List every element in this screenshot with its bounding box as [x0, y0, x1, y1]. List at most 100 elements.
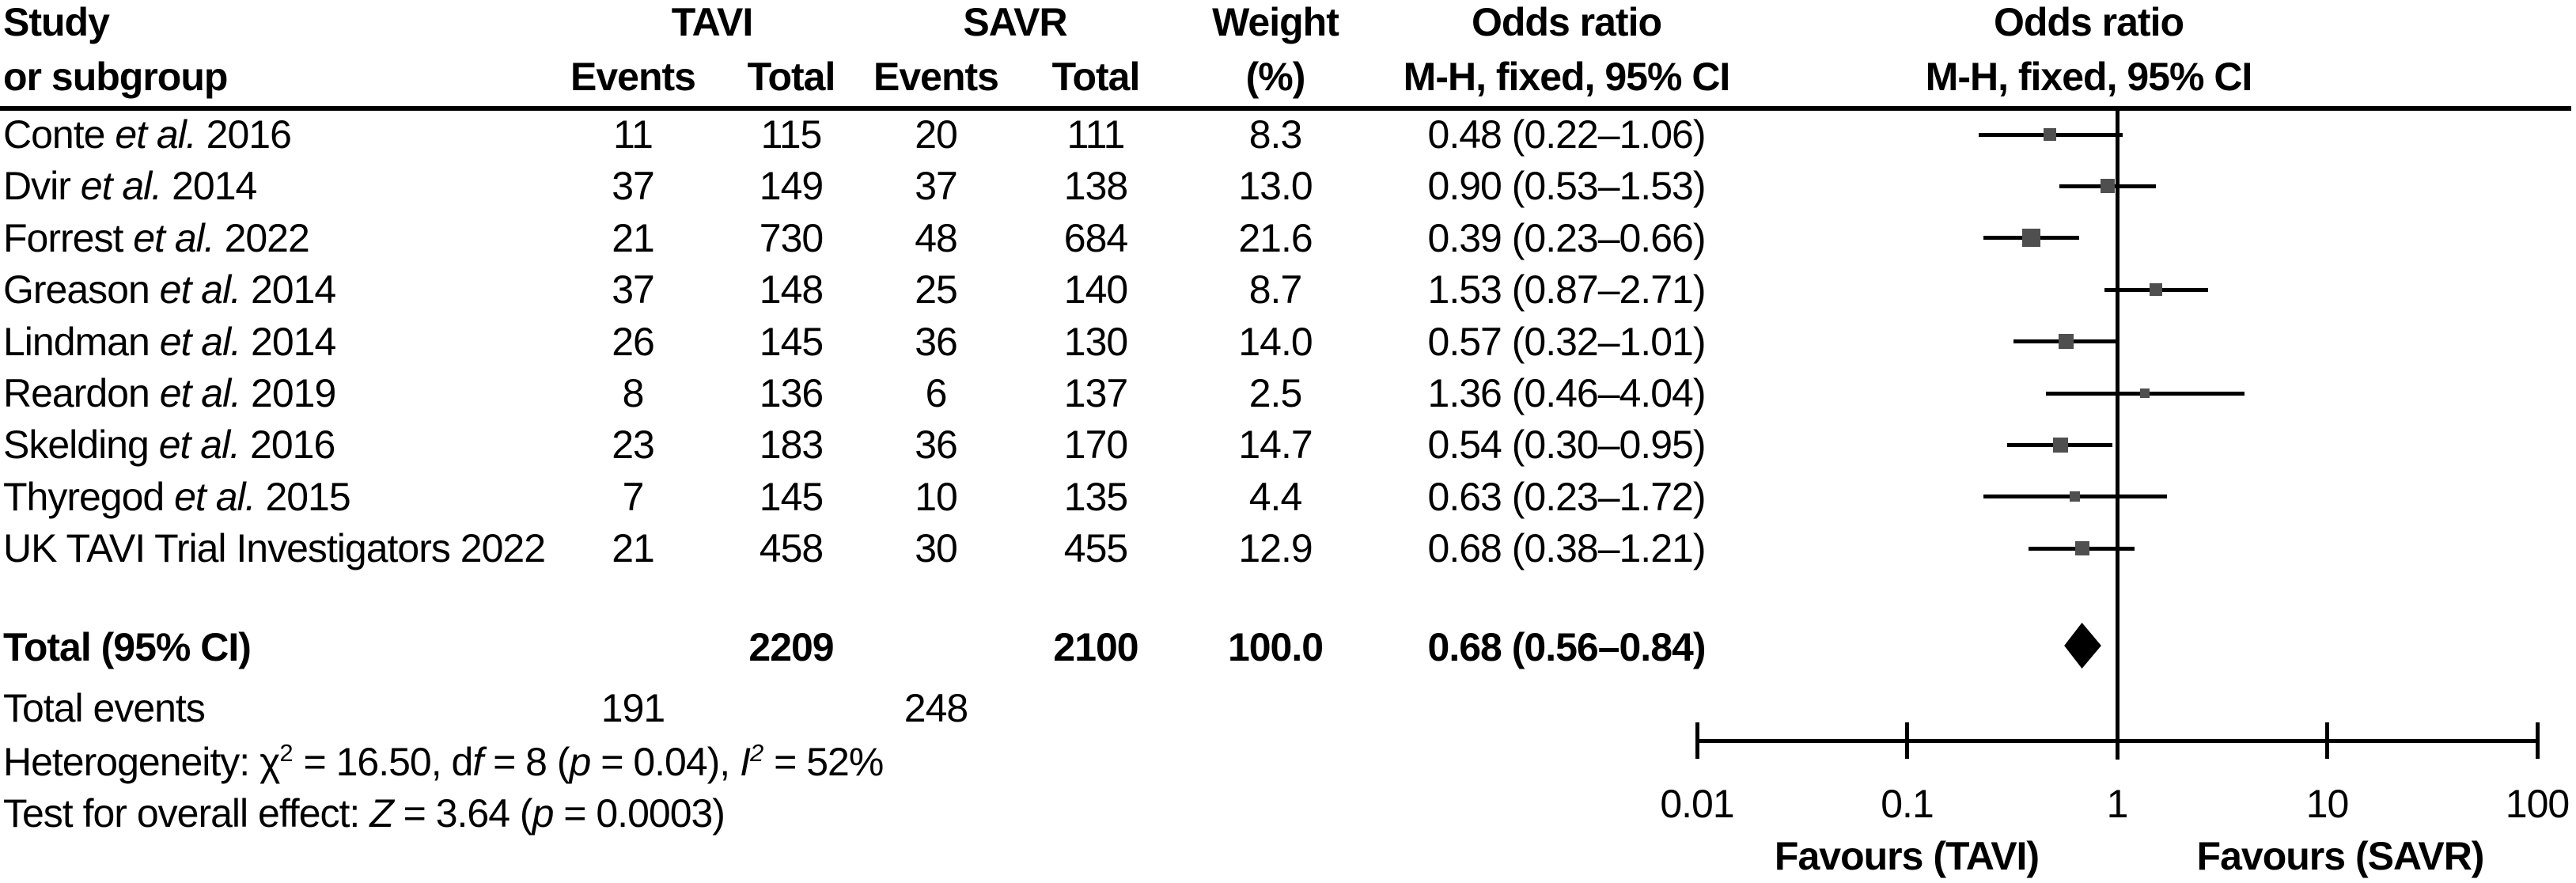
- or-point-square: [2044, 128, 2057, 141]
- header-study-line2: or subgroup: [3, 55, 228, 99]
- heterogeneity-stats: Heterogeneity: χ2 = 16.50, df = 8 (p = 0…: [3, 739, 884, 784]
- or-ci-text-cell: 1.53 (0.87–2.71): [1427, 267, 1707, 313]
- et-al-italic: et al.: [159, 319, 241, 364]
- tavi-events-cell: 21: [612, 215, 655, 260]
- total-events-label: Total events: [3, 686, 206, 730]
- tavi-events-cell: 7: [622, 474, 645, 519]
- favours-left-label: Favours (TAVI): [1774, 834, 2040, 878]
- et-al-italic: et al.: [159, 371, 241, 415]
- axis-tick: [1695, 722, 1699, 759]
- axis-tick-label: 1: [2106, 782, 2129, 826]
- tavi-total-cell: 149: [759, 164, 824, 209]
- header-or-line2: M-H, fixed, 95% CI: [1403, 55, 1731, 99]
- et-al-italic: et al.: [115, 112, 196, 157]
- total-or-text: 0.68 (0.56–0.84): [1427, 625, 1707, 669]
- savr-events-cell: 30: [915, 526, 958, 571]
- axis-tick-label: 10: [2305, 782, 2350, 826]
- study-name: Forrest et al. 2022: [3, 215, 310, 260]
- total-row-label: Total (95% CI): [3, 625, 252, 669]
- stats-text-segment: = 0.0003): [553, 791, 725, 836]
- weight-cell: 12.9: [1238, 526, 1313, 571]
- savr-total-cell: 140: [1063, 267, 1128, 313]
- or-point-square: [2053, 437, 2069, 453]
- stats-text-segment: = 3.64 (: [392, 791, 533, 836]
- tavi-total-cell: 136: [759, 371, 824, 415]
- stats-text-segment: p: [532, 791, 555, 836]
- header-savr-total: Total: [1051, 55, 1141, 99]
- or-point-square: [2140, 388, 2150, 398]
- or-ci-text-cell: 0.63 (0.23–1.72): [1427, 474, 1707, 519]
- savr-events-cell: 37: [915, 164, 958, 209]
- tavi-events-cell: 23: [612, 423, 655, 468]
- or-point-square: [2058, 334, 2074, 350]
- study-name: Lindman et al. 2014: [3, 319, 336, 364]
- header-weight-line1: Weight: [1212, 0, 1339, 44]
- savr-events-cell: 25: [915, 267, 958, 313]
- or-ci-text-cell: 0.57 (0.32–1.01): [1427, 319, 1707, 364]
- summary-diamond: [2064, 623, 2101, 669]
- study-name: Reardon et al. 2019: [3, 371, 336, 415]
- tavi-events-cell: 26: [612, 319, 655, 364]
- or-ci-text-cell: 0.90 (0.53–1.53): [1427, 164, 1707, 209]
- tavi-total-cell: 115: [760, 112, 823, 157]
- stats-text-segment: 2: [279, 739, 294, 767]
- total-tavi-total: 2209: [748, 625, 834, 669]
- total-events-tavi: 191: [600, 686, 665, 730]
- header-tavi-total: Total: [747, 55, 836, 99]
- or-point-square: [2074, 541, 2089, 556]
- tavi-total-cell: 145: [759, 474, 824, 519]
- tavi-events-cell: 21: [612, 526, 655, 571]
- savr-events-cell: 6: [925, 371, 948, 415]
- weight-cell: 14.0: [1238, 319, 1313, 364]
- study-name: Skelding et al. 2016: [3, 423, 335, 468]
- stats-text-segment: f: [472, 739, 483, 784]
- savr-total-cell: 135: [1063, 474, 1128, 519]
- savr-total-cell: 111: [1066, 112, 1125, 157]
- or-point-square: [2150, 283, 2163, 297]
- or-point-square: [2021, 229, 2040, 248]
- tavi-events-cell: 37: [612, 267, 655, 313]
- stats-text-segment: I: [740, 739, 751, 784]
- stats-text-segment: Test for overall effect:: [3, 791, 370, 836]
- savr-total-cell: 170: [1063, 423, 1128, 468]
- savr-events-cell: 36: [915, 423, 958, 468]
- header-plot-or-line1: Odds ratio: [1993, 0, 2184, 44]
- axis-tick-label: 100: [2505, 782, 2570, 826]
- stats-text-segment: = 0.04),: [590, 739, 741, 784]
- stats-text-segment: p: [569, 739, 592, 784]
- study-name: Conte et al. 2016: [3, 112, 292, 157]
- weight-cell: 8.3: [1248, 112, 1303, 157]
- weight-cell: 13.0: [1238, 164, 1313, 209]
- weight-cell: 2.5: [1248, 371, 1303, 415]
- savr-total-cell: 130: [1063, 319, 1128, 364]
- total-savr-total: 2100: [1053, 625, 1138, 669]
- axis-tick: [2325, 722, 2329, 759]
- savr-total-cell: 684: [1063, 215, 1128, 260]
- axis-tick: [2535, 722, 2540, 759]
- header-savr: SAVR: [963, 0, 1067, 44]
- header-tavi: TAVI: [671, 0, 753, 44]
- header-tavi-events: Events: [570, 55, 696, 99]
- stats-text-segment: 2: [750, 739, 764, 767]
- tavi-total-cell: 183: [759, 423, 824, 468]
- weight-cell: 21.6: [1238, 215, 1313, 260]
- axis-tick: [1905, 722, 1909, 759]
- or-equals-1-line: [2116, 109, 2120, 760]
- savr-events-cell: 10: [915, 474, 958, 519]
- header-or-line1: Odds ratio: [1471, 0, 1662, 44]
- weight-cell: 8.7: [1248, 267, 1303, 313]
- et-al-italic: et al.: [174, 474, 256, 519]
- weight-cell: 4.4: [1248, 474, 1303, 519]
- study-name: UK TAVI Trial Investigators 2022: [3, 526, 546, 571]
- weight-cell: 14.7: [1238, 423, 1313, 468]
- header-study-line1: Study: [3, 0, 110, 44]
- stats-text-segment: Z: [369, 791, 394, 836]
- axis-tick-label: 0.1: [1881, 782, 1934, 826]
- savr-events-cell: 48: [915, 215, 958, 260]
- et-al-italic: et al.: [133, 215, 214, 260]
- stats-text-segment: = 16.50, d: [293, 739, 473, 784]
- et-al-italic: et al.: [158, 423, 241, 468]
- stats-text-segment: Heterogeneity: χ: [3, 739, 280, 784]
